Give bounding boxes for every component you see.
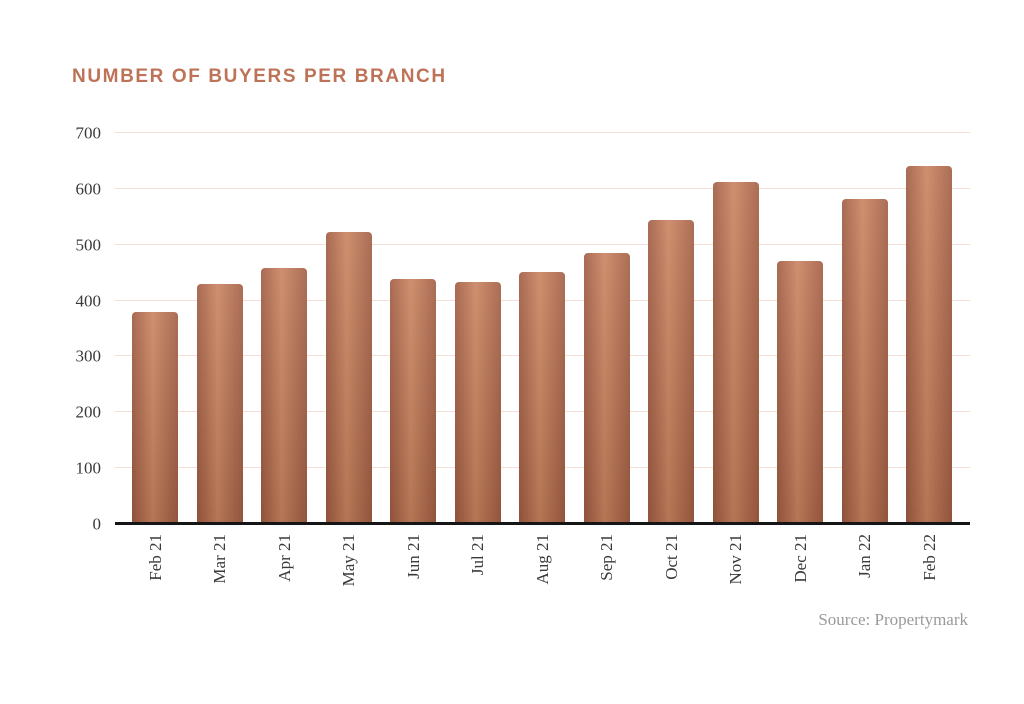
x-axis-tick-label: Jul 21	[468, 534, 487, 576]
x-axis-tick-label: Aug 21	[532, 534, 552, 585]
bar	[583, 253, 630, 524]
bar	[196, 283, 243, 524]
x-axis-tick-label: Jun 21	[403, 534, 423, 579]
plot-area: 0 100 200 300 400 500 600 700	[76, 125, 970, 533]
x-axis-tick-label: Feb 21	[145, 534, 165, 581]
source-caption: Source: Propertymark	[818, 610, 968, 629]
gridline	[115, 132, 970, 133]
chart-title: NUMBER OF BUYERS PER BRANCH	[72, 66, 447, 87]
x-axis-tick-label: Sep 21	[597, 534, 616, 581]
bar	[390, 278, 436, 524]
bar	[519, 271, 565, 524]
x-axis-labels: Feb 21 Mar 21 Apr 21 May 21 Jun 21 Jul 21 Aug …	[115, 534, 970, 619]
bar	[777, 260, 823, 524]
bar	[261, 268, 307, 524]
x-tick-slot: Apr 21	[261, 534, 307, 582]
x-tick-slot: Sep 21	[584, 534, 630, 581]
x-tick-slot: Oct 21	[648, 534, 694, 580]
x-tick-slot: Feb 21	[132, 534, 178, 581]
x-tick-slot: Dec 21	[777, 534, 823, 583]
y-axis-tick-label: 0	[92, 514, 102, 534]
x-axis-line	[115, 522, 970, 525]
x-axis-tick-label: Oct 21	[661, 534, 681, 580]
y-axis-tick-label: 600	[75, 179, 102, 199]
bar	[325, 232, 372, 524]
x-axis-tick-label: Nov 21	[726, 534, 745, 585]
bar	[906, 165, 952, 524]
bar	[841, 199, 888, 524]
x-tick-slot: Nov 21	[713, 534, 759, 585]
bars-row	[115, 133, 970, 524]
x-tick-slot: Jan 22	[842, 534, 888, 578]
x-axis-tick-label: Dec 21	[790, 534, 810, 583]
bar	[712, 182, 759, 524]
y-axis-tick-label: 200	[75, 402, 102, 422]
x-axis-tick-label: Apr 21	[274, 534, 294, 582]
x-tick-slot: May 21	[326, 534, 372, 586]
bar	[454, 281, 501, 524]
x-axis-tick-label: Jan 22	[855, 534, 874, 578]
x-tick-slot: Mar 21	[197, 534, 243, 584]
y-axis-tick-label: 300	[75, 346, 102, 366]
x-tick-slot: Jun 21	[390, 534, 436, 579]
x-axis-tick-label: Feb 22	[919, 534, 939, 581]
y-axis-tick-label: 400	[75, 291, 102, 311]
bar	[648, 219, 694, 524]
x-axis-tick-label: Mar 21	[210, 534, 229, 584]
y-axis-tick-label: 700	[75, 123, 102, 143]
bar	[132, 311, 178, 524]
x-tick-slot: Aug 21	[519, 534, 565, 585]
gridline	[115, 187, 970, 189]
x-tick-slot: Jul 21	[455, 534, 501, 575]
gridline	[115, 243, 970, 245]
y-axis-tick-label: 100	[75, 458, 102, 478]
x-axis-tick-label: May 21	[339, 534, 358, 587]
y-axis-tick-label: 500	[75, 235, 102, 255]
x-tick-slot: Feb 22	[906, 534, 952, 581]
